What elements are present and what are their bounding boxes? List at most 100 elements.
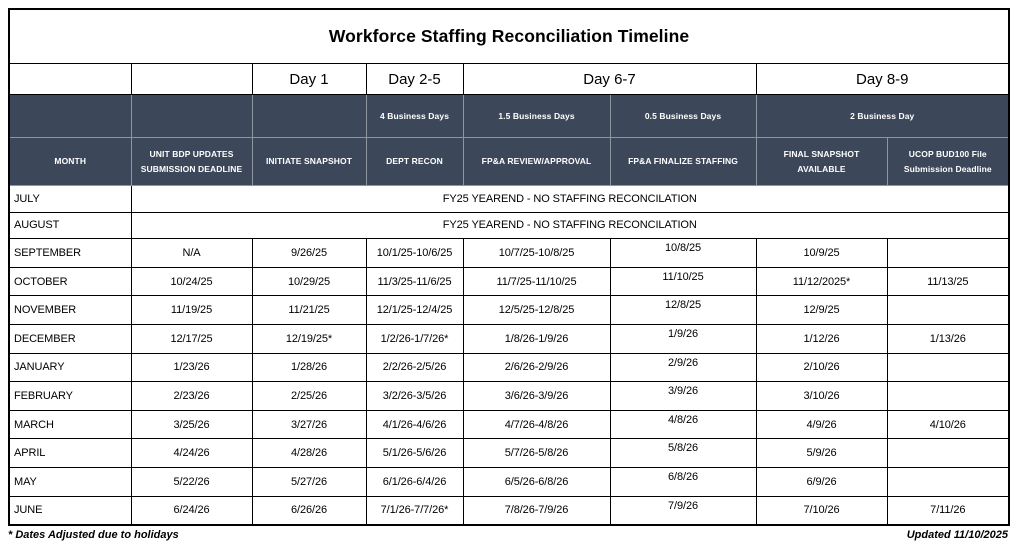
table-cell: 6/5/26-6/8/26 [462, 466, 611, 497]
table-cell: 3/2/26-3/5/26 [365, 381, 464, 411]
table-cell [886, 352, 1010, 383]
business-days-spacer [251, 94, 367, 138]
table-cell: 5/1/26-5/6/26 [365, 438, 464, 468]
column-header-dept-recon: DEPT RECON [365, 137, 464, 186]
yearend-note: FY25 YEAREND - NO STAFFING RECONCILATION [130, 211, 1010, 240]
table-cell: 7/9/26 [609, 495, 757, 526]
table-cell: 9/26/25 [251, 238, 367, 268]
column-header-unit-bdp: UNIT BDP UPDATES SUBMISSION DEADLINE [130, 137, 253, 186]
table-cell: 4/10/26 [886, 409, 1010, 440]
table-cell: N/A [130, 238, 253, 268]
table-cell: 2/2/26-2/5/26 [365, 352, 464, 383]
month-cell: NOVEMBER [8, 295, 132, 325]
table-row-october: OCTOBER 10/24/25 10/29/25 11/3/25-11/6/2… [8, 266, 1010, 297]
table-cell: 2/6/26-2/9/26 [462, 352, 611, 383]
table-cell: 3/27/26 [251, 409, 367, 440]
table-cell: 3/9/26 [609, 381, 757, 411]
yearend-note: FY25 YEAREND - NO STAFFING RECONCILATION [130, 185, 1010, 213]
business-days-final-ucop: 2 Business Day [755, 94, 1010, 138]
table-cell: 3/10/26 [755, 381, 888, 411]
table-cell: 10/24/25 [130, 266, 253, 297]
table-cell: 10/29/25 [251, 266, 367, 297]
column-header-final-snapshot: FINAL SNAPSHOT AVAILABLE [755, 137, 888, 186]
table-cell: 11/19/25 [130, 295, 253, 325]
column-header-fpa-finalize: FP&A FINALIZE STAFFING [609, 137, 757, 186]
updated-date: Updated 11/10/2025 [906, 529, 1008, 541]
month-cell: MARCH [8, 409, 132, 440]
table-cell: 5/9/26 [755, 438, 888, 468]
day-header-day8-9: Day 8-9 [755, 63, 1010, 95]
table-cell: 11/21/25 [251, 295, 367, 325]
table-cell: 4/1/26-4/6/26 [365, 409, 464, 440]
table-cell: 1/8/26-1/9/26 [462, 323, 611, 354]
column-header-row: MONTH UNIT BDP UPDATES SUBMISSION DEADLI… [8, 137, 1010, 186]
table-cell: 2/23/26 [130, 381, 253, 411]
table-row-june: JUNE 6/24/26 6/26/26 7/1/26-7/7/26* 7/8/… [8, 495, 1010, 526]
table-cell: 6/1/26-6/4/26 [365, 466, 464, 497]
timeline-table: Workforce Staffing Reconciliation Timeli… [8, 8, 1011, 527]
table-cell: 12/5/25-12/8/25 [462, 295, 611, 325]
month-cell: APRIL [8, 438, 132, 468]
table-cell: 7/1/26-7/7/26* [365, 495, 464, 526]
column-header-initiate-snapshot: INITIATE SNAPSHOT [251, 137, 367, 186]
table-cell: 7/8/26-7/9/26 [462, 495, 611, 526]
day-header-day2-5: Day 2-5 [365, 63, 464, 95]
month-cell: DECEMBER [8, 323, 132, 354]
column-header-ucop-bud100: UCOP BUD100 File Submission Deadline [886, 137, 1010, 186]
month-cell: JULY [8, 185, 132, 213]
month-cell: JUNE [8, 495, 132, 526]
business-days-dept-recon: 4 Business Days [365, 94, 464, 138]
table-cell: 2/10/26 [755, 352, 888, 383]
table-row-december: DECEMBER 12/17/25 12/19/25* 1/2/26-1/7/2… [8, 323, 1010, 354]
business-days-fpa-finalize: 0.5 Business Days [609, 94, 757, 138]
table-cell [886, 381, 1010, 411]
table-cell: 11/12/2025* [755, 266, 888, 297]
table-row-july: JULY FY25 YEAREND - NO STAFFING RECONCIL… [8, 185, 1010, 213]
table-cell: 11/7/25-11/10/25 [462, 266, 611, 297]
month-cell: MAY [8, 466, 132, 497]
table-cell: 4/28/26 [251, 438, 367, 468]
column-header-month: MONTH [8, 137, 132, 186]
table-cell: 5/22/26 [130, 466, 253, 497]
table-cell: 11/10/25 [609, 266, 757, 297]
table-cell: 10/7/25-10/8/25 [462, 238, 611, 268]
table-cell: 4/8/26 [609, 409, 757, 440]
month-cell: JANUARY [8, 352, 132, 383]
table-cell [886, 438, 1010, 468]
column-header-fpa-review: FP&A REVIEW/APPROVAL [462, 137, 611, 186]
page-title: Workforce Staffing Reconciliation Timeli… [8, 8, 1010, 64]
table-cell: 4/9/26 [755, 409, 888, 440]
table-cell: 1/28/26 [251, 352, 367, 383]
table-row-january: JANUARY 1/23/26 1/28/26 2/2/26-2/5/26 2/… [8, 352, 1010, 383]
table-row-april: APRIL 4/24/26 4/28/26 5/1/26-5/6/26 5/7/… [8, 438, 1010, 468]
table-cell: 7/11/26 [886, 495, 1010, 526]
table-cell: 11/13/25 [886, 266, 1010, 297]
table-cell: 1/23/26 [130, 352, 253, 383]
table-cell [886, 238, 1010, 268]
day-header-day6-7: Day 6-7 [462, 63, 757, 95]
day-header-spacer [8, 63, 132, 95]
timeline-sheet: Workforce Staffing Reconciliation Timeli… [8, 8, 1011, 541]
month-cell: FEBRUARY [8, 381, 132, 411]
table-cell: 1/2/26-1/7/26* [365, 323, 464, 354]
table-row-september: SEPTEMBER N/A 9/26/25 10/1/25-10/6/25 10… [8, 238, 1010, 268]
day-header-row: Day 1 Day 2-5 Day 6-7 Day 8-9 [8, 63, 1010, 95]
table-cell: 2/9/26 [609, 352, 757, 383]
table-cell [886, 466, 1010, 497]
footnote-holidays: * Dates Adjusted due to holidays [8, 529, 179, 541]
business-days-spacer [130, 94, 253, 138]
month-cell: AUGUST [8, 211, 132, 240]
table-cell: 5/27/26 [251, 466, 367, 497]
table-row-august: AUGUST FY25 YEAREND - NO STAFFING RECONC… [8, 211, 1010, 240]
table-cell: 4/7/26-4/8/26 [462, 409, 611, 440]
business-days-fpa-review: 1.5 Business Days [462, 94, 611, 138]
table-cell: 1/13/26 [886, 323, 1010, 354]
table-cell: 10/8/25 [609, 238, 757, 268]
table-cell: 5/8/26 [609, 438, 757, 468]
table-cell: 12/17/25 [130, 323, 253, 354]
table-cell: 12/9/25 [755, 295, 888, 325]
table-cell: 3/25/26 [130, 409, 253, 440]
day-header-spacer [130, 63, 253, 95]
table-cell: 1/12/26 [755, 323, 888, 354]
table-cell: 6/9/26 [755, 466, 888, 497]
